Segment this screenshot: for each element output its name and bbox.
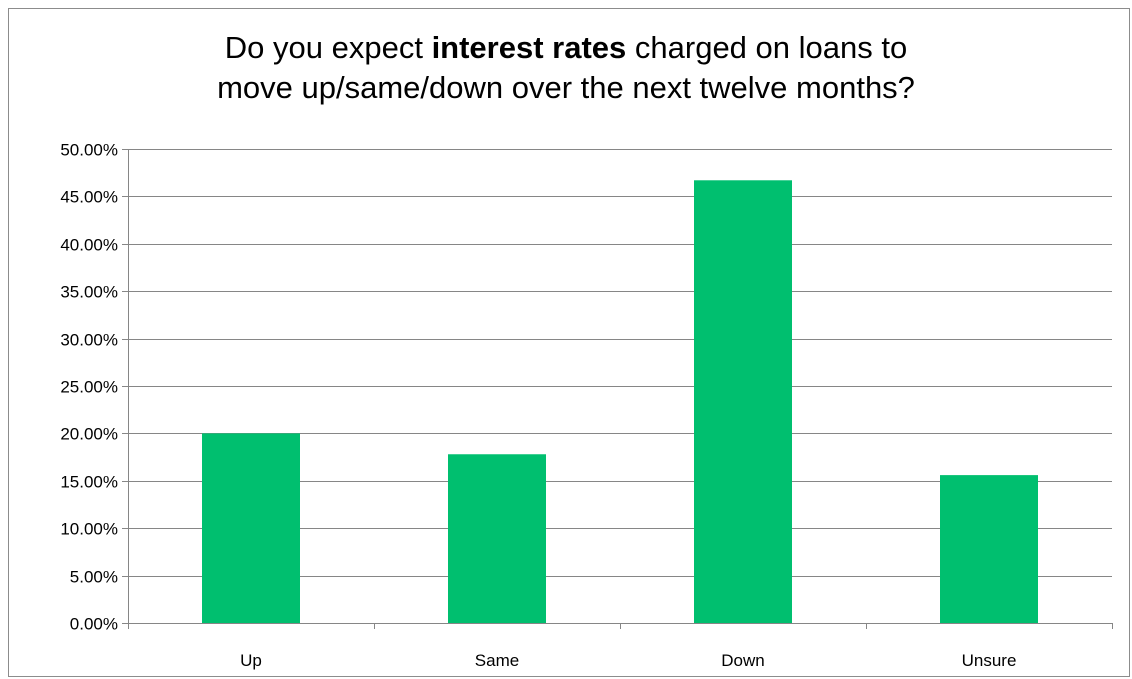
axes xyxy=(122,149,1113,629)
y-tick-label: 50.00% xyxy=(60,141,118,160)
x-tick-label-unsure: Unsure xyxy=(962,651,1017,670)
title-text-post: charged on loans to xyxy=(626,30,908,65)
y-tick-label: 35.00% xyxy=(60,283,118,302)
bar-up xyxy=(202,433,300,623)
bar-down xyxy=(694,180,792,623)
y-tick-label: 25.00% xyxy=(60,378,118,397)
x-tick-label-same: Same xyxy=(475,651,519,670)
bars xyxy=(202,180,1038,623)
x-tick-label-up: Up xyxy=(240,651,262,670)
bar-same xyxy=(448,454,546,623)
chart-title-line-2: move up/same/down over the next twelve m… xyxy=(217,70,915,105)
y-tick-label: 10.00% xyxy=(60,520,118,539)
bar-unsure xyxy=(940,475,1038,623)
y-tick-labels: 0.00% 5.00% 10.00% 15.00% 20.00% 25.00% 30.00%… xyxy=(60,141,118,634)
title-text-pre: Do you expect xyxy=(224,30,432,65)
x-tick-label-down: Down xyxy=(721,651,764,670)
y-tick-label: 5.00% xyxy=(70,568,118,587)
y-tick-label: 15.00% xyxy=(60,473,118,492)
y-tick-label: 45.00% xyxy=(60,188,118,207)
chart-title: Do you expect interest rates charged on … xyxy=(0,28,1132,108)
y-tick-label: 40.00% xyxy=(60,236,118,255)
y-tick-label: 20.00% xyxy=(60,425,118,444)
y-tick-label: 30.00% xyxy=(60,331,118,350)
title-text-emphasis: interest rates xyxy=(431,30,627,65)
chart-title-line-1: Do you expect interest rates charged on … xyxy=(0,28,1132,68)
y-tick-label: 0.00% xyxy=(70,615,118,634)
x-tick-labels: Up Same Down Unsure xyxy=(240,651,1016,670)
